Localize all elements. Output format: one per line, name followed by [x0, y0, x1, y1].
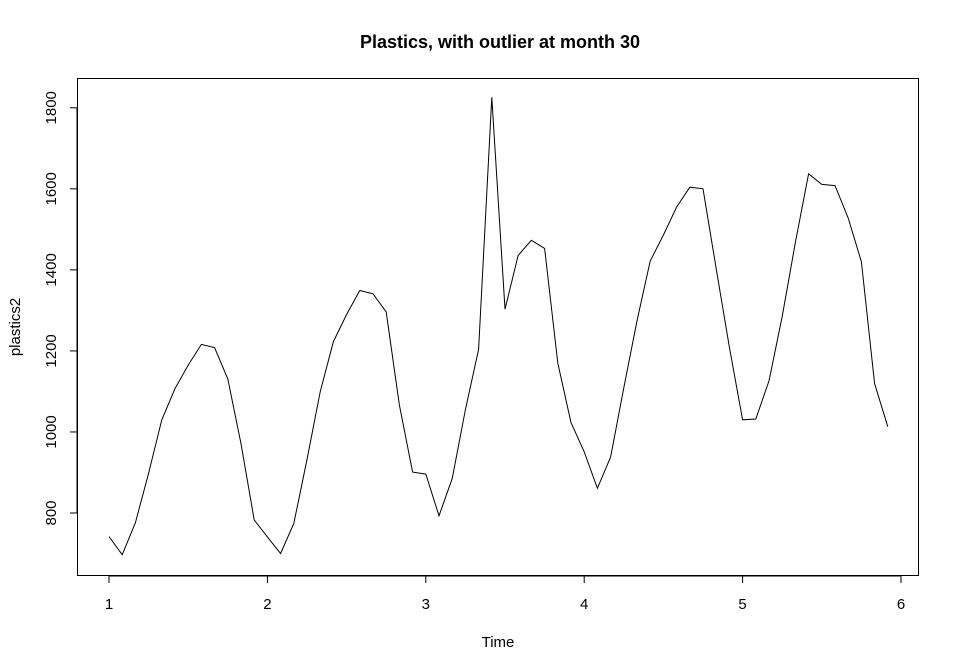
- y-tick-label: 1800: [43, 91, 60, 124]
- x-tick-label: 2: [263, 596, 271, 613]
- y-axis-label: plastics2: [7, 298, 24, 356]
- y-axis: 800 1000 1200 1400 1600 1800: [43, 91, 78, 526]
- y-tick-label: 1200: [43, 334, 60, 367]
- x-tick-label: 1: [105, 596, 113, 613]
- plot-area-frame: [77, 78, 919, 576]
- x-tick-label: 3: [422, 596, 430, 613]
- x-tick-label: 6: [897, 596, 905, 613]
- y-tick-label: 1400: [43, 253, 60, 286]
- y-tick-label: 1600: [43, 172, 60, 205]
- y-tick-label: 1000: [43, 415, 60, 448]
- y-tick-label: 800: [43, 500, 60, 525]
- x-tick-label: 5: [738, 596, 746, 613]
- chart-title: Plastics, with outlier at month 30: [360, 32, 640, 52]
- x-tick-label: 4: [580, 596, 588, 613]
- series-line: [108, 97, 889, 556]
- x-axis: 1 2 3 4 5 6: [105, 575, 905, 613]
- x-axis-label: Time: [482, 634, 515, 651]
